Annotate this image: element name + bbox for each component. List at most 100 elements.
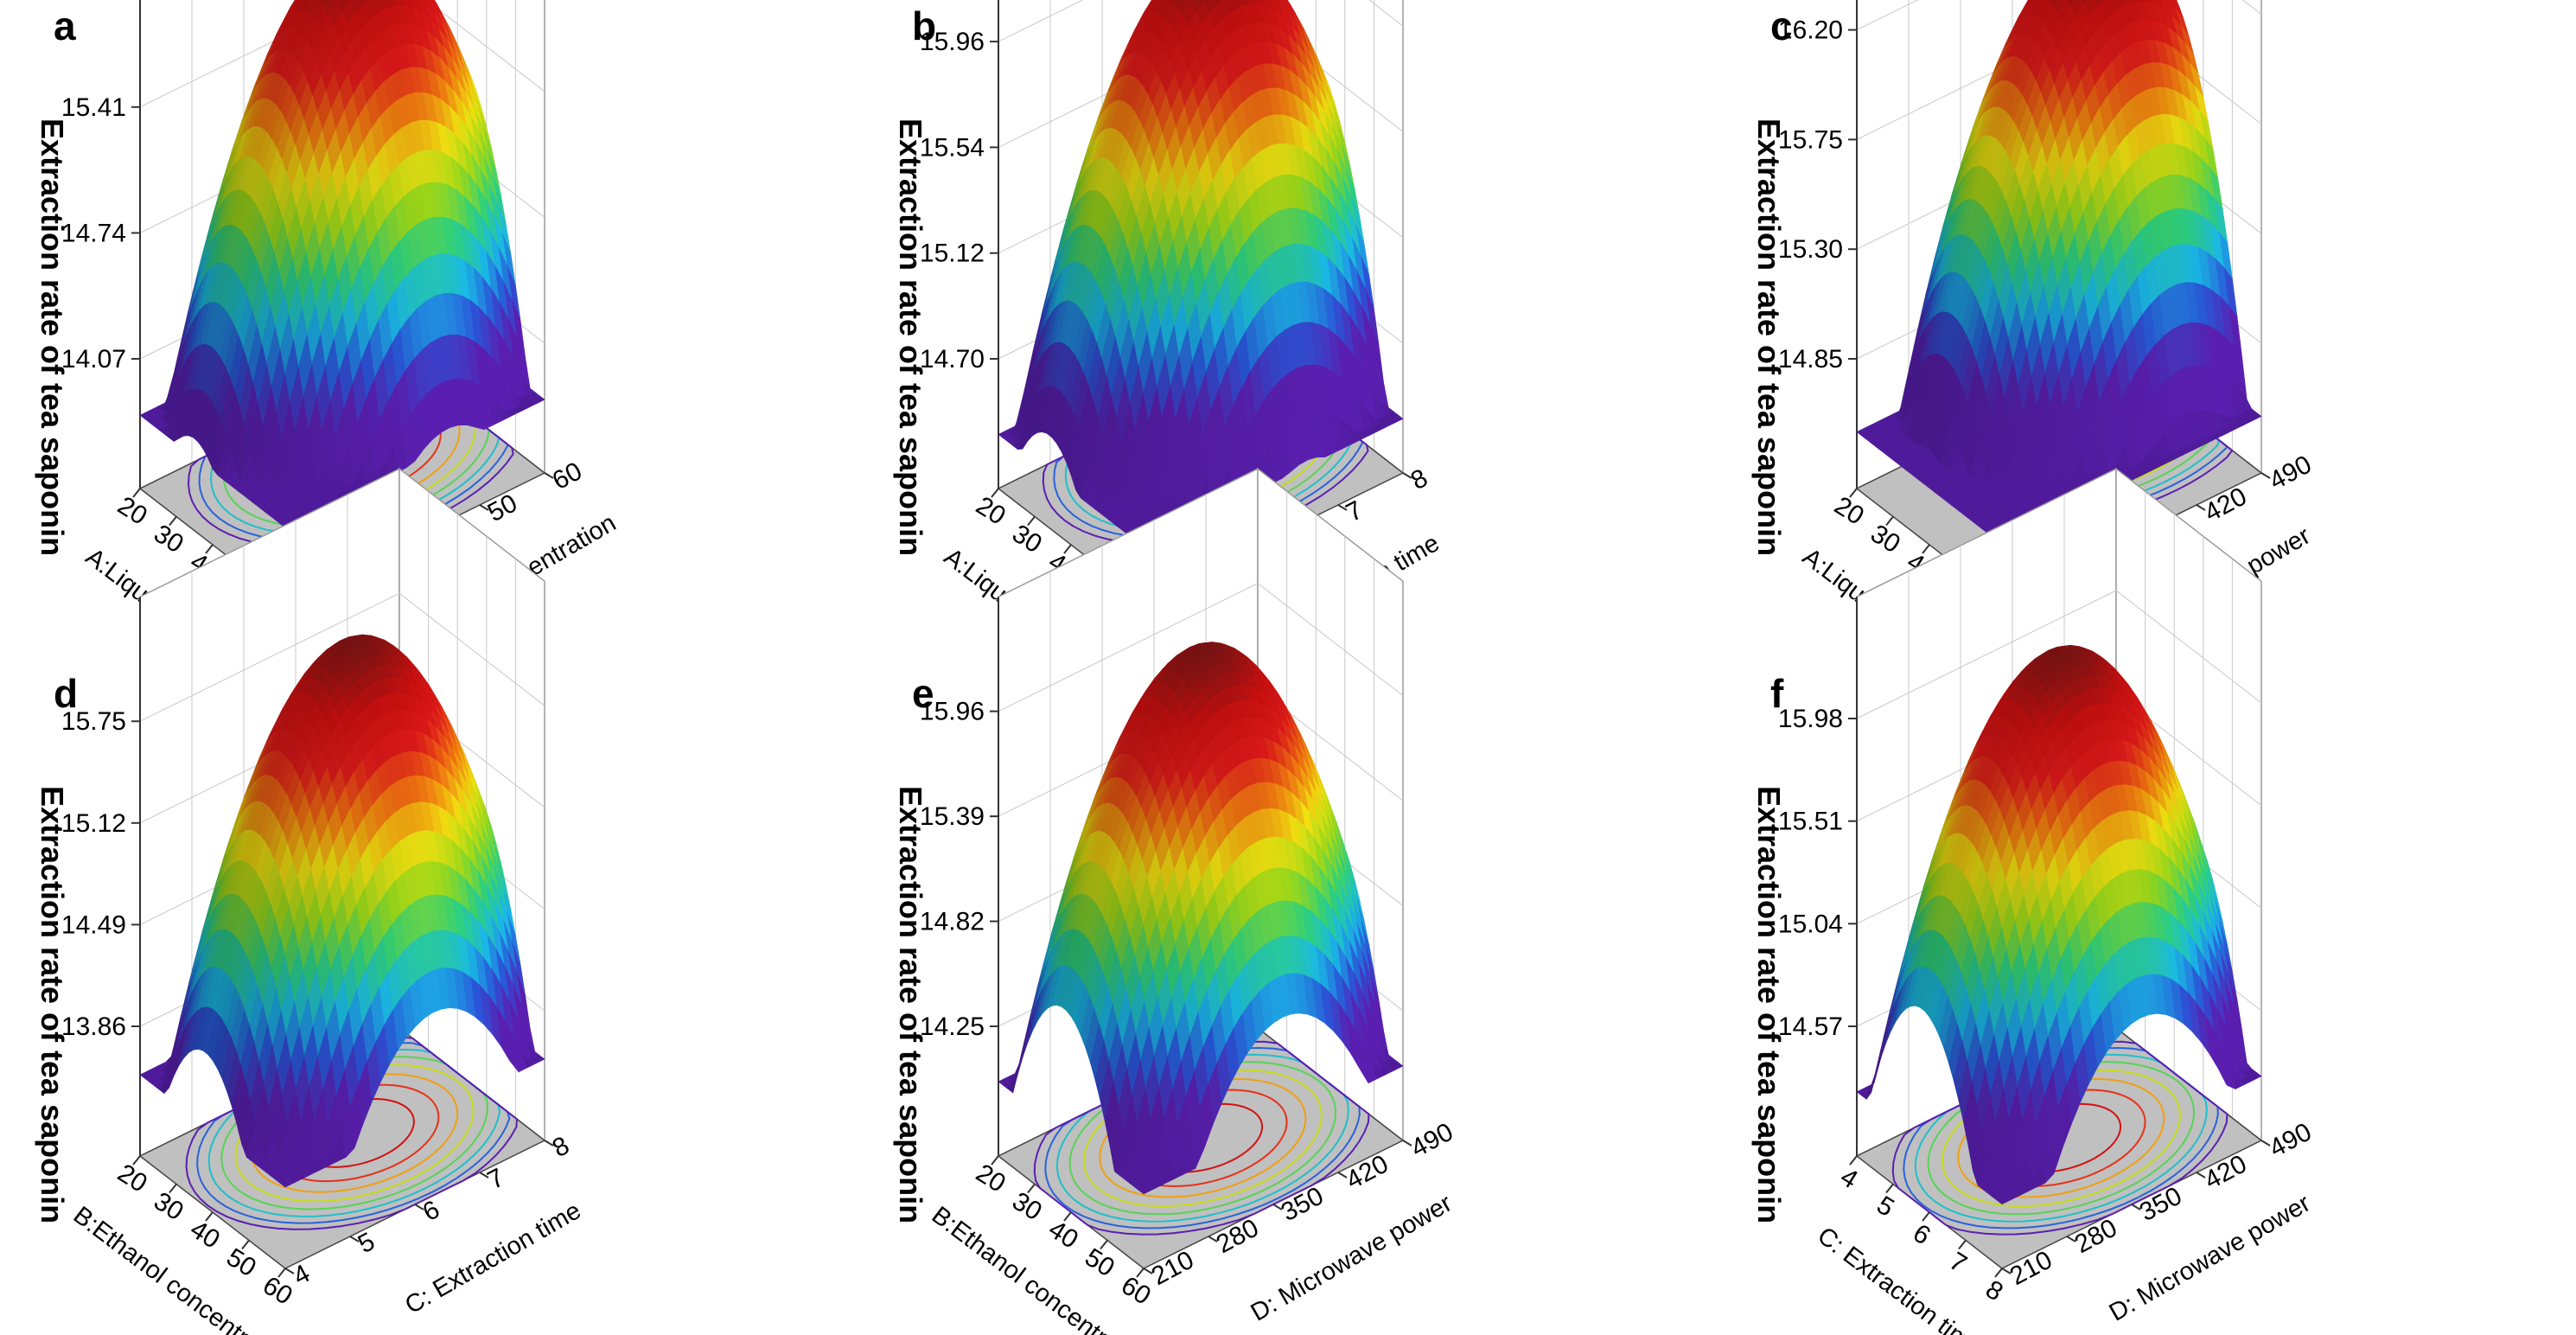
x-tick-mark <box>1027 1183 1036 1194</box>
y-tick-label: 8 <box>548 1131 574 1163</box>
x-tick-label: 40 <box>185 1215 225 1255</box>
y-tick-label: 5 <box>354 1227 379 1259</box>
panel-letter: d <box>54 671 78 716</box>
surface-panel-f: 14.57 15.04 15.51 15.98 4 5 6 7 8 210 280 350 420 490… <box>1717 467 2575 1335</box>
panel-letter: e <box>912 671 934 716</box>
x-tick-mark <box>991 488 999 498</box>
panel-letter: a <box>54 3 76 48</box>
z-tick-label: 15.12 <box>920 240 985 268</box>
wall-gridline <box>139 592 545 722</box>
z-tick-label: 14.49 <box>61 910 126 939</box>
surface-plot-svg: 14.5715.0415.5115.9845678210280350420490… <box>1751 467 2316 1335</box>
x-tick-mark <box>1136 1268 1145 1278</box>
z-tick-label: 14.07 <box>61 345 126 374</box>
z-tick-label: 14.25 <box>920 1012 985 1041</box>
x-tick-mark <box>1849 488 1858 498</box>
x-tick-mark <box>1922 544 1930 554</box>
surface-plot-svg: 14.2514.8215.3915.9620304050602102803504… <box>893 467 1458 1335</box>
y-tick-mark <box>479 504 489 511</box>
z-axis-label: Extraction rate of tea saponin <box>35 118 70 556</box>
contour-line <box>1941 1069 2181 1208</box>
contour-line <box>1033 1040 1370 1236</box>
x-tick-mark <box>1063 1211 1072 1222</box>
x-tick-mark <box>1063 544 1072 554</box>
wall-gridline <box>139 0 545 108</box>
wall-gridline <box>1856 590 2262 719</box>
x-tick-label: 20 <box>112 1159 152 1198</box>
y-tick-mark <box>1402 472 1412 479</box>
y-tick-mark <box>1143 1268 1153 1274</box>
x-tick-label: 60 <box>258 1271 297 1311</box>
y-tick-mark <box>544 472 554 479</box>
y-tick-mark <box>2260 472 2271 479</box>
z-tick-label: 15.39 <box>920 802 985 831</box>
surface-panel-e: 14.25 14.82 15.39 15.96 20 30 40 50 60 210 280 350 4… <box>858 467 1717 1335</box>
response-surface <box>139 634 545 1188</box>
response-surface <box>1856 644 2262 1205</box>
y-tick-label: 60 <box>548 457 587 495</box>
surface-panel-d: 13.86 14.49 15.12 15.75 20 30 40 50 60 4 5 6 7 8 B:Eth… <box>0 467 858 1335</box>
response-surface <box>139 0 545 528</box>
contour-line <box>185 1036 518 1230</box>
panel-letter: c <box>1770 3 1793 48</box>
x-tick-label: 30 <box>1007 1187 1047 1227</box>
contour-line <box>1068 1061 1337 1216</box>
z-tick-label: 14.85 <box>1778 345 1843 374</box>
x-tick-mark <box>169 515 177 527</box>
x-tick-mark <box>169 1183 177 1194</box>
z-tick-label: 15.30 <box>1778 235 1843 264</box>
contour-line <box>1082 1069 1323 1208</box>
x-tick-mark <box>1027 515 1036 527</box>
contour-line <box>1055 1053 1349 1223</box>
x-tick-label: 20 <box>1829 491 1869 531</box>
z-ticks: 14.85 15.30 15.75 16.20 <box>1778 16 1857 374</box>
y-tick-label: 6 <box>418 1195 444 1227</box>
contour-line <box>1099 1077 1307 1198</box>
x-tick-mark <box>205 1211 214 1222</box>
y-tick-mark <box>414 1204 424 1210</box>
x-tick-label: 30 <box>1865 520 1905 559</box>
surface-plot-svg: 14.0714.7415.4116.0820304050602030405060… <box>35 0 621 707</box>
y-tick-label: 490 <box>1406 1118 1458 1164</box>
y-tick-mark <box>1208 1236 1218 1242</box>
contour-line <box>1903 1046 2219 1230</box>
response-surface <box>998 0 1404 547</box>
x-tick-label: 30 <box>149 1187 188 1227</box>
panel-letter: b <box>912 3 936 48</box>
contour-line <box>207 1048 501 1217</box>
z-tick-label: 15.54 <box>920 133 985 162</box>
contour-line <box>1891 1040 2228 1236</box>
z-tick-label: 14.70 <box>920 345 985 374</box>
y-tick-mark <box>544 1140 554 1147</box>
y-tick-label: 8 <box>1406 463 1432 495</box>
y-tick-mark <box>1337 1172 1348 1179</box>
x-tick-mark <box>205 544 214 554</box>
z-tick-label: 15.41 <box>61 93 126 122</box>
z-axis-label: Extraction rate of tea saponin <box>893 786 928 1223</box>
z-tick-label: 16.20 <box>1778 16 1843 45</box>
x-tick-mark <box>132 1155 141 1166</box>
x-tick-label: 60 <box>1116 1271 1156 1311</box>
wall-gridline <box>998 583 1404 712</box>
response-surface <box>1856 0 2262 545</box>
surface-cell <box>1138 1185 1153 1195</box>
y-axis-label: D: Microwave power <box>1247 1190 1457 1327</box>
x-tick-mark <box>1100 1239 1108 1250</box>
z-axis-label: Extraction rate of tea saponin <box>1751 118 1787 556</box>
x-tick-mark <box>1885 515 1894 527</box>
surface-panel-a: 14.0714.7415.4116.0820304050602030405060… <box>0 0 858 707</box>
z-tick-label: 15.96 <box>920 28 985 56</box>
z-tick-label: 14.82 <box>920 908 985 936</box>
x-tick-mark <box>277 1268 286 1278</box>
x-tick-label: 30 <box>1007 520 1047 559</box>
y-tick-label: 7 <box>1342 495 1368 527</box>
y-tick-mark <box>1402 1140 1412 1147</box>
z-tick-label: 15.75 <box>61 707 126 736</box>
surface-cell <box>2082 0 2088 5</box>
x-tick-label: 20 <box>971 491 1011 531</box>
contour-line <box>1044 1046 1361 1230</box>
z-tick-label: 14.74 <box>61 219 126 247</box>
z-tick-label: 15.75 <box>1778 125 1843 154</box>
